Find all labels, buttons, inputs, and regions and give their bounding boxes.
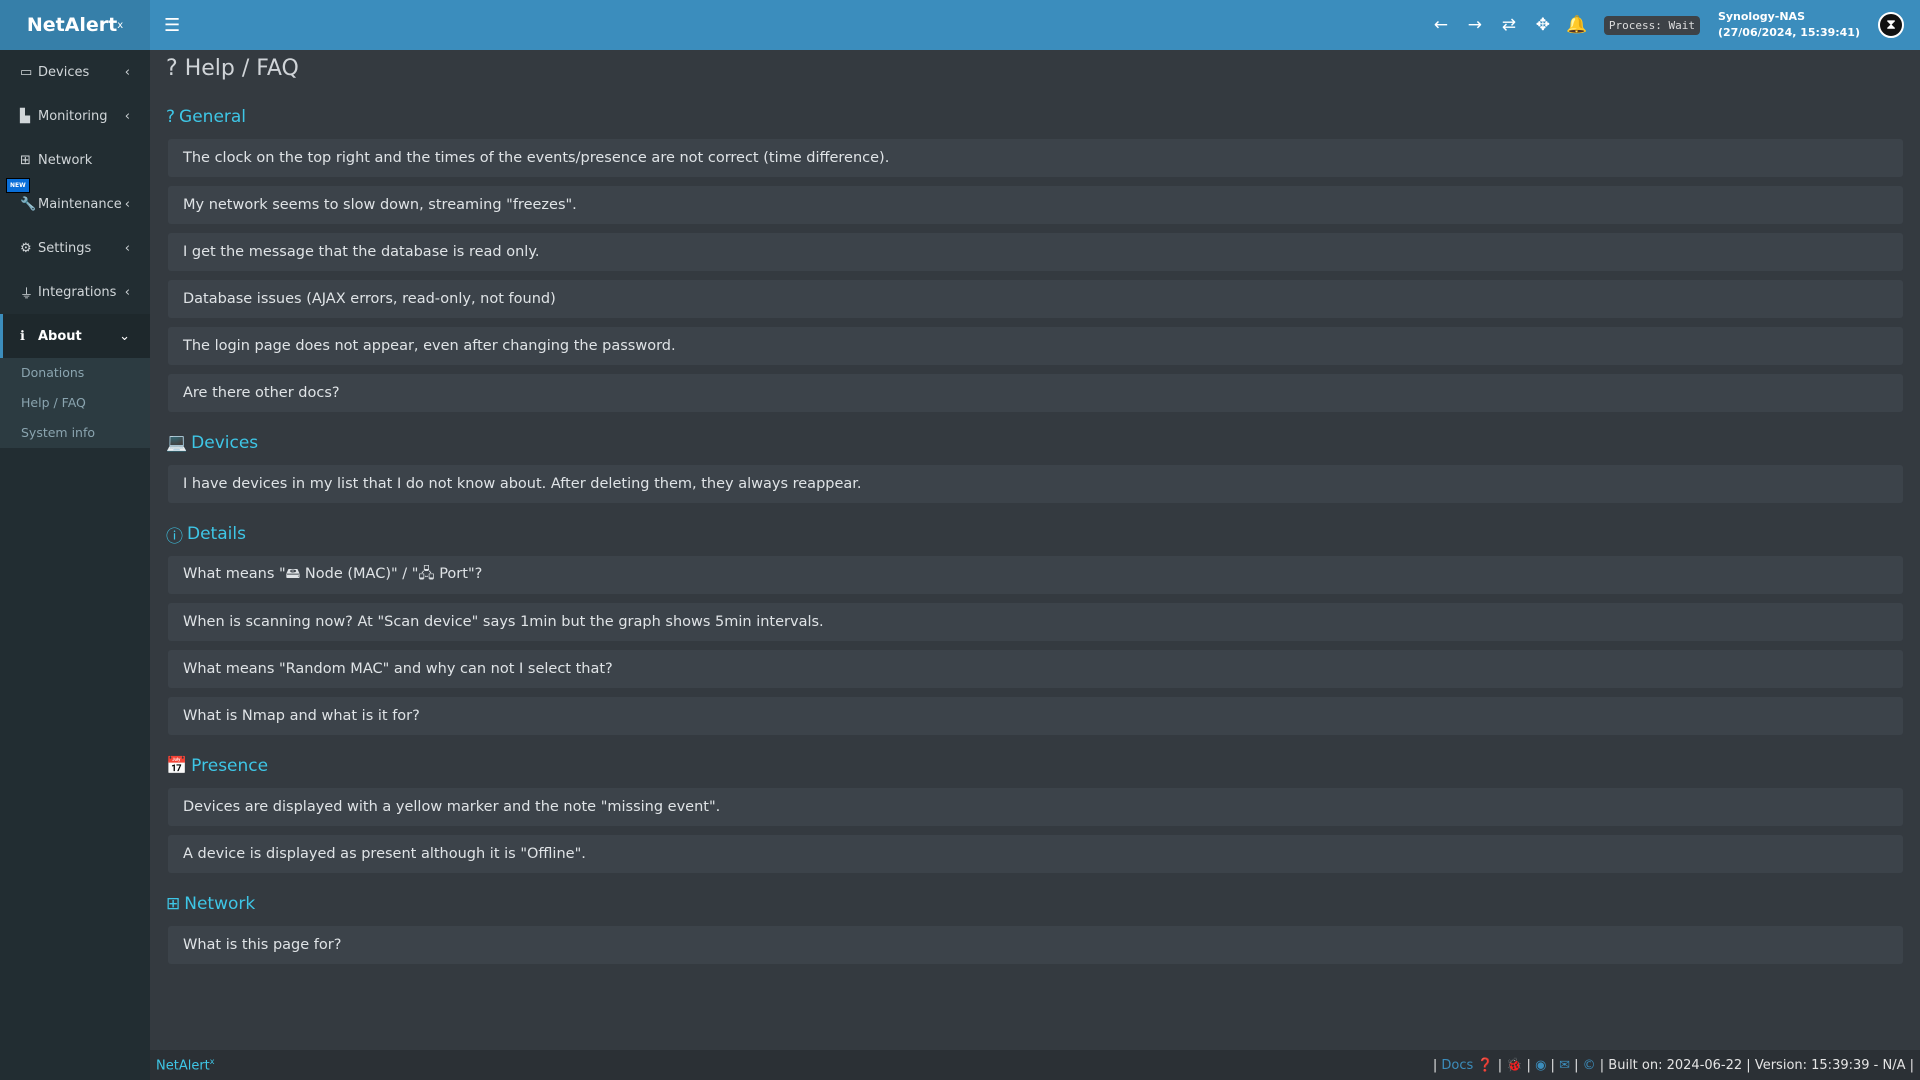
section-title: General: [179, 107, 247, 127]
section-title: Presence: [191, 756, 269, 776]
arrow-left-icon[interactable]: ←: [1433, 15, 1448, 35]
github-icon[interactable]: ◉: [1535, 1057, 1547, 1073]
question-icon: ?: [166, 56, 178, 81]
about-submenu: Donations Help / FAQ System info: [0, 358, 150, 448]
gear-icon: ⚙: [20, 240, 32, 256]
copyright-icon[interactable]: ©: [1582, 1057, 1596, 1073]
laptop-icon: 💻: [166, 433, 188, 453]
section-heading-presence: 📅 Presence: [166, 753, 1903, 779]
footer-brand-sup: x: [209, 1056, 215, 1066]
faq-question[interactable]: When is scanning now? At "Scan device" s…: [168, 603, 1903, 641]
info-circle-icon: ⓘ: [166, 526, 183, 547]
chevron-left-icon: ‹: [124, 196, 130, 212]
section-heading-devices: 💻 Devices: [166, 430, 1903, 456]
question-icon: ?: [166, 107, 176, 127]
chart-icon: ▙: [20, 108, 30, 124]
label: Maintenance: [38, 196, 122, 212]
section-title: Network: [184, 894, 256, 914]
page-title-text: Help / FAQ: [184, 56, 299, 81]
process-status: Process: Wait: [1603, 15, 1700, 35]
sidebar-item-network[interactable]: ⊞ Network: [0, 138, 150, 182]
top-navbar: NetAlert x ☰ ← → ⇄ ✥ 🔔 Process: Wait Syno…: [0, 0, 1920, 50]
sidebar-item-about[interactable]: ℹ About ⌄: [0, 314, 150, 358]
app-logo[interactable]: NetAlert x: [0, 0, 150, 50]
page-title: ? Help / FAQ: [166, 56, 1903, 86]
section-heading-details: ⓘ Details: [166, 521, 1903, 547]
chevron-left-icon: ‹: [124, 108, 130, 124]
faq-question[interactable]: Devices are displayed with a yellow mark…: [168, 788, 1903, 826]
chevron-down-icon: ⌄: [119, 328, 130, 344]
footer-brand: NetAlertx: [156, 1057, 215, 1073]
build-date: Built on: 2024-06-22: [1608, 1057, 1743, 1073]
user-avatar[interactable]: ⧗: [1878, 12, 1904, 38]
label: Devices: [38, 64, 90, 80]
footer-info: | Docs ❓ | 🐞 | ◉ | ✉ | © | Built on: 202…: [1432, 1057, 1914, 1073]
submenu-donations[interactable]: Donations: [21, 365, 85, 380]
chevron-left-icon: ‹: [124, 284, 130, 300]
version: Version: 15:39:39 - N/A: [1754, 1057, 1906, 1073]
chevron-left-icon: ‹: [124, 64, 130, 80]
menu-toggle-icon[interactable]: ☰: [164, 14, 181, 36]
faq-question[interactable]: Database issues (AJAX errors, read-only,…: [168, 280, 1903, 318]
faq-question[interactable]: A device is displayed as present althoug…: [168, 835, 1903, 873]
section-heading-network: ⊞ Network: [166, 891, 1903, 917]
chevron-left-icon: ‹: [124, 240, 130, 256]
faq-question[interactable]: What is this page for?: [168, 926, 1903, 964]
sidebar-item-monitoring[interactable]: ▙ Monitoring ‹: [0, 94, 150, 138]
faq-question[interactable]: My network seems to slow down, streaming…: [168, 186, 1903, 224]
docs-link[interactable]: Docs: [1441, 1057, 1474, 1073]
submenu-help-faq[interactable]: Help / FAQ: [21, 395, 86, 410]
section-title: Details: [187, 524, 246, 544]
network-icon: ⊞: [20, 152, 31, 168]
faq-question[interactable]: I get the message that the database is r…: [168, 233, 1903, 271]
logo-text: NetAlert: [26, 14, 118, 36]
info-icon: ℹ: [20, 328, 25, 344]
section-heading-general: ? General: [166, 104, 1903, 130]
label: Network: [38, 152, 93, 168]
sidebar: ▭ Devices ‹ ▙ Monitoring ‹ ⊞ Network NEW 🔧 Main…: [0, 50, 150, 1080]
network-icon: ⊞: [166, 894, 181, 914]
sidebar-item-maintenance[interactable]: NEW 🔧 Maintenance ‹: [0, 178, 150, 226]
logo-sup: x: [117, 19, 124, 31]
submenu-system-info[interactable]: System info: [21, 425, 96, 440]
faq-question[interactable]: The clock on the top right and the times…: [168, 139, 1903, 177]
new-badge: NEW: [6, 178, 30, 193]
footer-brand-text: NetAlert: [156, 1058, 210, 1074]
arrow-right-icon[interactable]: →: [1467, 15, 1482, 35]
label: Monitoring: [38, 108, 108, 124]
move-icon[interactable]: ✥: [1535, 15, 1550, 35]
faq-question[interactable]: What means "🖴 Node (MAC)" / "🖧 Port"?: [168, 556, 1903, 594]
help-icon[interactable]: ❓: [1477, 1057, 1494, 1073]
faq-question[interactable]: What is Nmap and what is it for?: [168, 697, 1903, 735]
calendar-icon: 📅: [166, 756, 188, 776]
faq-question[interactable]: I have devices in my list that I do not …: [168, 465, 1903, 503]
host-info: Synology-NAS (27/06/2024, 15:39:41): [1718, 9, 1860, 41]
laptop-icon: ▭: [20, 64, 33, 80]
main-content: ? Help / FAQ ? General The clock on the to…: [150, 50, 1920, 1050]
sidebar-item-settings[interactable]: ⚙ Settings ‹: [0, 226, 150, 270]
wrench-icon: 🔧: [20, 196, 37, 212]
section-title: Devices: [191, 433, 259, 453]
mail-icon[interactable]: ✉: [1559, 1057, 1570, 1073]
bell-icon[interactable]: 🔔: [1566, 15, 1588, 35]
refresh-icon[interactable]: ⇄: [1501, 15, 1516, 35]
footer: NetAlertx | Docs ❓ | 🐞 | ◉ | ✉ | © | Bui…: [150, 1050, 1920, 1080]
label: About: [38, 328, 82, 344]
label: Settings: [38, 240, 92, 256]
sidebar-item-devices[interactable]: ▭ Devices ‹: [0, 50, 150, 94]
faq-question[interactable]: What means "Random MAC" and why can not …: [168, 650, 1903, 688]
bug-icon[interactable]: 🐞: [1506, 1057, 1523, 1073]
plug-icon: ⏚: [20, 286, 34, 302]
label: Integrations: [38, 284, 117, 300]
clock: (27/06/2024, 15:39:41): [1717, 26, 1860, 39]
host-name: Synology-NAS: [1717, 10, 1805, 23]
faq-question[interactable]: The login page does not appear, even aft…: [168, 327, 1903, 365]
sidebar-item-integrations[interactable]: ⏚ Integrations ‹: [0, 270, 150, 314]
faq-question[interactable]: Are there other docs?: [168, 374, 1903, 412]
